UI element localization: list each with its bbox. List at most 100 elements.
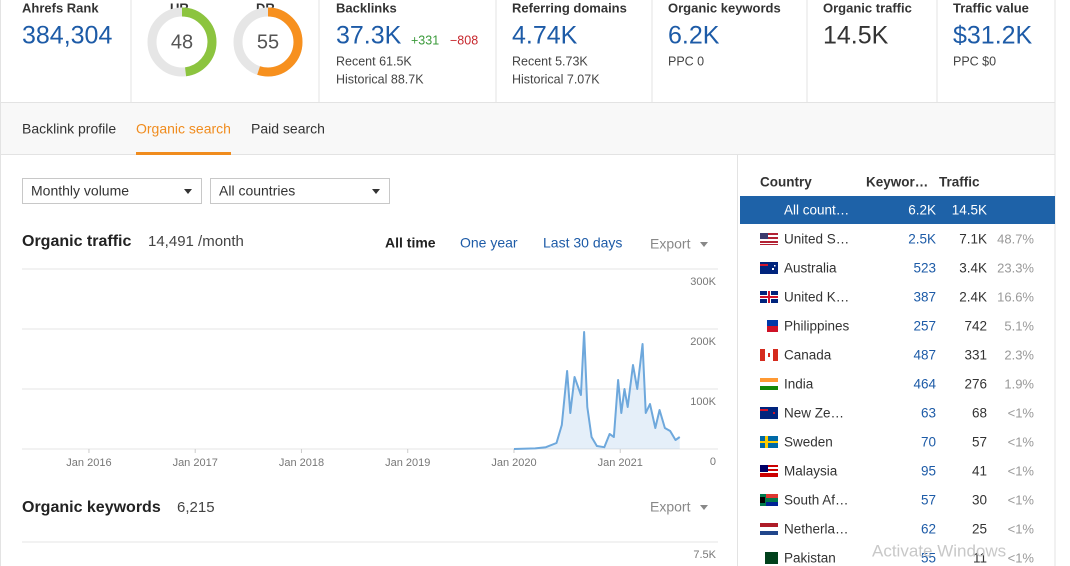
flag (760, 264, 768, 266)
metric-sub: PPC 0 (668, 54, 704, 68)
x-tick-label: Jan 2021 (598, 457, 643, 469)
gauge-value: 55 (257, 31, 279, 53)
share-cell: <1% (1008, 405, 1035, 420)
country-name: Philippines (784, 319, 850, 334)
metric-label: Organic traffic (823, 0, 912, 15)
flag (760, 465, 768, 472)
section-title: Organic keywords (22, 499, 161, 516)
range-option[interactable]: All time (385, 235, 436, 251)
flag (760, 527, 778, 531)
keywords-cell[interactable]: 95 (921, 464, 936, 479)
keywords-cell[interactable]: 523 (913, 261, 936, 276)
dropdown[interactable] (210, 178, 390, 204)
section-value: 6,215 (177, 499, 215, 516)
flag (760, 320, 778, 326)
keywords-cell[interactable]: 62 (921, 522, 936, 537)
traffic-cell: 276 (964, 377, 987, 392)
share-cell: 5.1% (1004, 318, 1034, 333)
share-cell: <1% (1008, 550, 1035, 565)
traffic-cell: 14.5K (952, 203, 987, 218)
flag (773, 349, 778, 361)
traffic-cell: 3.4K (959, 261, 987, 276)
flag (760, 523, 778, 527)
flag (766, 502, 778, 506)
metric-value: 4.74K (512, 22, 578, 50)
range-option[interactable]: Last 30 days (543, 235, 622, 251)
keywords-cell[interactable]: 487 (913, 348, 936, 363)
x-tick-label: Jan 2017 (173, 457, 218, 469)
metric-value: 14.5K (823, 22, 889, 50)
traffic-cell: 11 (973, 551, 987, 566)
share-cell: <1% (1008, 434, 1035, 449)
selected-row[interactable] (740, 196, 1055, 224)
flag (760, 531, 778, 535)
tab[interactable]: Backlink profile (22, 121, 116, 137)
dropdown-arrow (372, 189, 380, 194)
keywords-cell[interactable]: 57 (921, 493, 936, 508)
flag (760, 407, 778, 419)
share-cell: 1.9% (1004, 376, 1034, 391)
country-name: Australia (784, 261, 837, 276)
flag (760, 262, 778, 274)
keywords-cell[interactable]: 63 (921, 406, 936, 421)
metric-label: Referring domains (512, 0, 627, 15)
country-name: Netherla… (784, 522, 849, 537)
x-tick-label: Jan 2018 (279, 457, 324, 469)
flag (760, 386, 778, 390)
tab-underline (136, 152, 231, 155)
traffic-cell: 25 (972, 522, 987, 537)
flag (760, 235, 778, 237)
share-cell: <1% (1008, 463, 1035, 478)
keywords-cell[interactable]: 257 (913, 319, 936, 334)
dropdown-text: All countries (219, 183, 295, 199)
x-tick-label: Jan 2016 (66, 457, 111, 469)
export-button[interactable]: Export (650, 236, 691, 252)
keywords-cell[interactable]: 464 (913, 377, 936, 392)
gauge-value: 48 (171, 31, 193, 53)
traffic-cell: 2.4K (959, 290, 987, 305)
flag (773, 412, 775, 414)
section-value: 14,491 /month (148, 233, 244, 250)
share-cell: 23.3% (997, 260, 1034, 275)
flag (760, 243, 778, 244)
share-cell: 48.7% (997, 231, 1034, 246)
flag (760, 467, 778, 469)
share-cell: 2.3% (1004, 347, 1034, 362)
keywords-cell[interactable]: 55 (921, 551, 936, 566)
dropdown-text: Monthly volume (31, 183, 129, 199)
flag (760, 382, 778, 386)
gauge-arc (147, 7, 217, 77)
flag (760, 296, 778, 298)
table-header: Keywor… (866, 175, 928, 190)
keywords-cell[interactable]: 387 (913, 290, 936, 305)
traffic-cell: 68 (972, 406, 987, 421)
range-option[interactable]: One year (460, 235, 518, 251)
keywords-cell[interactable]: 2.5K (908, 232, 936, 247)
metric-value: 37.3K (336, 22, 402, 50)
os-watermark: Activate Windows (872, 541, 1006, 560)
country-name: New Ze… (784, 406, 844, 421)
traffic-cell: 41 (972, 464, 987, 479)
metric-sub: Recent 5.73K (512, 54, 588, 68)
keywords-cell[interactable]: 70 (921, 435, 936, 450)
export-button[interactable]: Export (650, 499, 691, 515)
table-header: Traffic (939, 175, 980, 190)
tab[interactable]: Paid search (251, 121, 325, 137)
section-title: Organic traffic (22, 233, 131, 250)
flag (760, 326, 778, 332)
metric-value: $31.2K (953, 22, 1033, 50)
dropdown[interactable] (22, 178, 202, 204)
metric-value: 6.2K (668, 22, 720, 50)
metric-sub: Historical 88.7K (336, 72, 424, 86)
metric-lost: −808 (450, 33, 478, 47)
metric-label: Ahrefs Rank (22, 0, 99, 15)
country-name: United K… (784, 290, 849, 305)
traffic-cell: 57 (972, 435, 987, 450)
flag (760, 497, 765, 503)
tab[interactable]: Organic search (136, 121, 231, 137)
flag (760, 552, 765, 564)
dropdown-arrow (184, 189, 192, 194)
table-header: Country (760, 175, 812, 190)
flag (760, 349, 765, 361)
y-tick-label: 200K (690, 336, 716, 348)
